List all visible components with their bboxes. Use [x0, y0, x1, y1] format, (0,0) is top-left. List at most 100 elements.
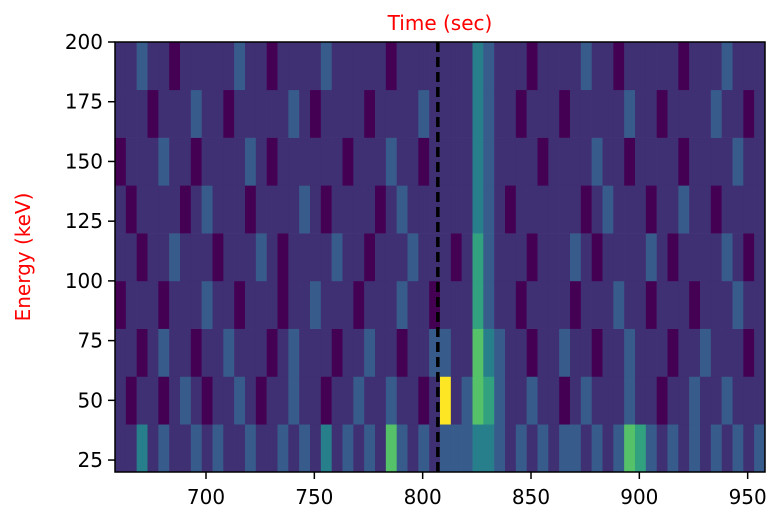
- heatmap-cell: [548, 185, 560, 234]
- heatmap-cell: [559, 233, 571, 282]
- heatmap-cell: [710, 424, 722, 473]
- heatmap-cell: [201, 185, 213, 234]
- heatmap-cell: [407, 376, 419, 425]
- heatmap-cell: [678, 280, 690, 329]
- heatmap-cell: [710, 376, 722, 425]
- heatmap-cell: [515, 328, 527, 377]
- heatmap-cell: [667, 280, 679, 329]
- heatmap-cell: [245, 89, 257, 138]
- heatmap-cell: [580, 42, 592, 91]
- heatmap-cell: [645, 328, 657, 377]
- heatmap-cell: [429, 376, 441, 425]
- heatmap-cell: [754, 280, 766, 329]
- heatmap-cell: [299, 376, 311, 425]
- heatmap-cell: [450, 233, 462, 282]
- heatmap-cell: [548, 376, 560, 425]
- heatmap-cell: [613, 328, 625, 377]
- plot-frame: [114, 41, 766, 473]
- heatmap-cell: [505, 376, 517, 425]
- heatmap-cell: [136, 42, 148, 91]
- heatmap-cell: [743, 328, 755, 377]
- heatmap-cell: [732, 233, 744, 282]
- heatmap-cell: [580, 424, 592, 473]
- heatmap-cell: [613, 376, 625, 425]
- heatmap-cell: [548, 280, 560, 329]
- heatmap-cell: [180, 89, 192, 138]
- heatmap-cell: [147, 328, 159, 377]
- heatmap-cell: [125, 137, 137, 186]
- heatmap-cell: [320, 89, 332, 138]
- heatmap-cell: [700, 280, 712, 329]
- heatmap-cell: [450, 185, 462, 234]
- heatmap-cell: [732, 137, 744, 186]
- heatmap-cell: [635, 424, 647, 473]
- heatmap-cell: [710, 328, 722, 377]
- heatmap-cell: [245, 424, 257, 473]
- heatmap-cell: [559, 185, 571, 234]
- heatmap-cell: [580, 137, 592, 186]
- heatmap-cell: [635, 376, 647, 425]
- y-tick-label: 175: [65, 90, 103, 114]
- heatmap-cell: [526, 280, 538, 329]
- heatmap-cell: [743, 137, 755, 186]
- heatmap-cell: [526, 137, 538, 186]
- heatmap-cell: [169, 424, 181, 473]
- heatmap-cell: [407, 185, 419, 234]
- heatmap-cell: [418, 42, 430, 91]
- heatmap-cell: [450, 424, 462, 473]
- heatmap-cell: [635, 42, 647, 91]
- heatmap-cell: [570, 376, 582, 425]
- heatmap-cell: [320, 42, 332, 91]
- heatmap-cell: [483, 376, 495, 425]
- heatmap-cell: [429, 42, 441, 91]
- heatmap-cell: [689, 376, 701, 425]
- heatmap-cell: [201, 376, 213, 425]
- heatmap-cell: [440, 328, 452, 377]
- heatmap-cell: [364, 424, 376, 473]
- heatmap-cell: [483, 233, 495, 282]
- heatmap-cell: [440, 376, 452, 425]
- x-tick-label: 800: [404, 485, 442, 509]
- heatmap-cell: [245, 185, 257, 234]
- heatmap-cell: [396, 376, 408, 425]
- heatmap-cell: [277, 89, 289, 138]
- heatmap-cell: [537, 185, 549, 234]
- heatmap-cell: [310, 376, 322, 425]
- heatmap-cell: [689, 424, 701, 473]
- heatmap-cell: [299, 424, 311, 473]
- heatmap-cell: [353, 42, 365, 91]
- heatmap-cell: [364, 185, 376, 234]
- heatmap-cell: [472, 280, 484, 329]
- heatmap-cell: [266, 328, 278, 377]
- y-tick-label: 125: [65, 209, 103, 233]
- heatmap-cell: [385, 185, 397, 234]
- heatmap-cell: [115, 424, 127, 473]
- heatmap-cell: [602, 376, 614, 425]
- y-tick-label: 200: [65, 30, 103, 54]
- heatmap-cell: [667, 233, 679, 282]
- heatmap-cell: [570, 280, 582, 329]
- heatmap-cell: [515, 137, 527, 186]
- heatmap-cell: [190, 42, 202, 91]
- heatmap-cell: [147, 376, 159, 425]
- heatmap-cell: [223, 376, 235, 425]
- heatmap-cell: [591, 89, 603, 138]
- heatmap-cell: [125, 328, 137, 377]
- heatmap-cell: [667, 137, 679, 186]
- heatmap-cell: [266, 424, 278, 473]
- heatmap-cell: [570, 185, 582, 234]
- heatmap-cell: [526, 376, 538, 425]
- heatmap-cell: [505, 328, 517, 377]
- heatmap-cell: [710, 137, 722, 186]
- heatmap-cell: [700, 376, 712, 425]
- heatmap-cell: [580, 376, 592, 425]
- heatmap-cell: [245, 280, 257, 329]
- heatmap-cell: [125, 185, 137, 234]
- heatmap-cell: [201, 328, 213, 377]
- heatmap-cell: [526, 233, 538, 282]
- heatmap-cell: [743, 376, 755, 425]
- heatmap-cell: [385, 328, 397, 377]
- heatmap-cell: [591, 280, 603, 329]
- heatmap-cell: [375, 376, 387, 425]
